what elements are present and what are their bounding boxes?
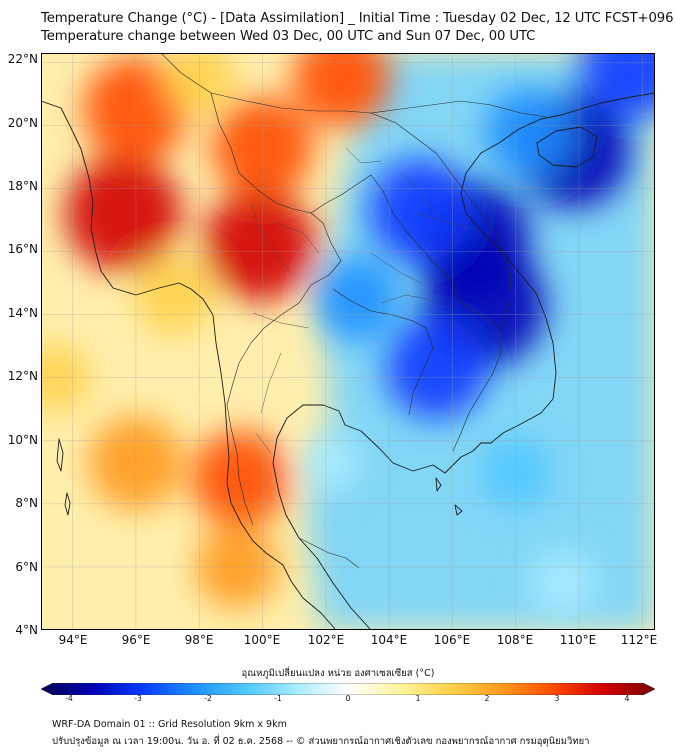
border-laos-vietnam xyxy=(370,112,512,329)
lat-label-6: 6°N xyxy=(15,560,38,574)
field-hotspot-6 xyxy=(191,430,289,528)
field-hotspot-19 xyxy=(530,549,597,616)
lat-label-4: 4°N xyxy=(15,623,38,637)
lat-label-12: 12°N xyxy=(7,369,38,383)
title-line-2: Temperature change between Wed 03 Dec, 0… xyxy=(41,29,536,44)
border-thailand-laos xyxy=(310,174,462,304)
lon-label-98: 98°E xyxy=(184,633,214,647)
lon-label-104: 104°E xyxy=(370,633,408,647)
coast-andaman-islands xyxy=(56,438,71,516)
coast-small-islands xyxy=(435,477,463,516)
lat-label-16: 16°N xyxy=(7,242,38,256)
field-hotspot-7 xyxy=(134,256,214,336)
lon-label-94: 94°E xyxy=(58,633,88,647)
coastlines xyxy=(41,92,655,630)
colorbar-tick-3: 3 xyxy=(554,694,560,703)
lat-label-18: 18°N xyxy=(7,179,38,193)
map-border xyxy=(41,53,655,630)
lat-label-20: 20°N xyxy=(7,116,38,130)
lon-label-96: 96°E xyxy=(121,633,151,647)
colorbar-tick-neg3: -3 xyxy=(134,694,142,703)
coast-hainan xyxy=(536,126,598,168)
field-hotspot-17 xyxy=(303,434,361,492)
border-myanmar-thailand xyxy=(210,92,342,526)
field-hotspot-15 xyxy=(581,53,655,118)
field-hotspot-14 xyxy=(484,87,573,176)
coast-south-china xyxy=(560,92,655,116)
province-borders xyxy=(250,147,482,454)
border-thailand-malaysia xyxy=(298,537,360,569)
footer-model-info: WRF-DA Domain 01 :: Grid Resolution 9km … xyxy=(52,719,287,730)
border-cambodia-vietnam xyxy=(452,302,502,452)
colorbar-tick-1: 1 xyxy=(415,694,421,703)
figure-title: Temperature Change (°C) - [Data Assimila… xyxy=(41,10,674,46)
temperature-field-map[interactable] xyxy=(41,53,655,630)
border-thailand-cambodia xyxy=(332,288,434,416)
border-china xyxy=(160,53,547,118)
lon-label-102: 102°E xyxy=(307,633,345,647)
colorbar-tick-neg1: -1 xyxy=(274,694,282,703)
field-hotspot-4 xyxy=(293,53,391,127)
coast-vietnam xyxy=(412,114,562,474)
lat-label-22: 22°N xyxy=(7,52,38,66)
colorbar xyxy=(40,680,656,696)
lon-label-100: 100°E xyxy=(243,633,281,647)
graticule xyxy=(41,53,655,630)
lat-label-8: 8°N xyxy=(15,496,38,510)
lon-label-106: 106°E xyxy=(433,633,471,647)
lon-label-112: 112°E xyxy=(620,633,658,647)
field-hotspot-12 xyxy=(386,317,488,419)
colorbar-tick-neg2: -2 xyxy=(204,694,212,703)
colorbar-tick-2: 2 xyxy=(484,694,490,703)
lat-label-10: 10°N xyxy=(7,433,38,447)
title-line-1: Temperature Change (°C) - [Data Assimila… xyxy=(41,11,674,26)
lat-label-14: 14°N xyxy=(7,306,38,320)
lon-label-110: 110°E xyxy=(559,633,597,647)
map-frame[interactable] xyxy=(41,53,655,630)
field-hotspot-0 xyxy=(64,155,182,273)
lon-label-108: 108°E xyxy=(496,633,534,647)
field-hotspots xyxy=(41,53,655,616)
field-hotspot-16 xyxy=(315,257,400,341)
colorbar-tick-4: 4 xyxy=(624,694,630,703)
field-hotspot-11 xyxy=(369,158,473,263)
coast-gulf-thailand xyxy=(272,404,414,630)
colorbar-tick-neg4: -4 xyxy=(65,694,73,703)
colorbar-title: อุณหภูมิเปลี่ยนแปลง หน่วย องศาเซลเซียส (… xyxy=(241,668,435,679)
footer-credit: ปรับปรุงข้อมูล ณ เวลา 19:00น. วัน อ. ที่… xyxy=(52,736,590,747)
country-borders xyxy=(160,53,547,569)
field-hotspot-2 xyxy=(203,189,316,302)
coast-myanmar-peninsula-west xyxy=(41,100,337,630)
colorbar-tick-0: 0 xyxy=(345,694,351,703)
